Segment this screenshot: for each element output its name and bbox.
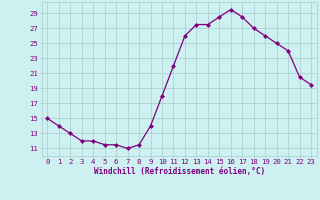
X-axis label: Windchill (Refroidissement éolien,°C): Windchill (Refroidissement éolien,°C) bbox=[94, 167, 265, 176]
